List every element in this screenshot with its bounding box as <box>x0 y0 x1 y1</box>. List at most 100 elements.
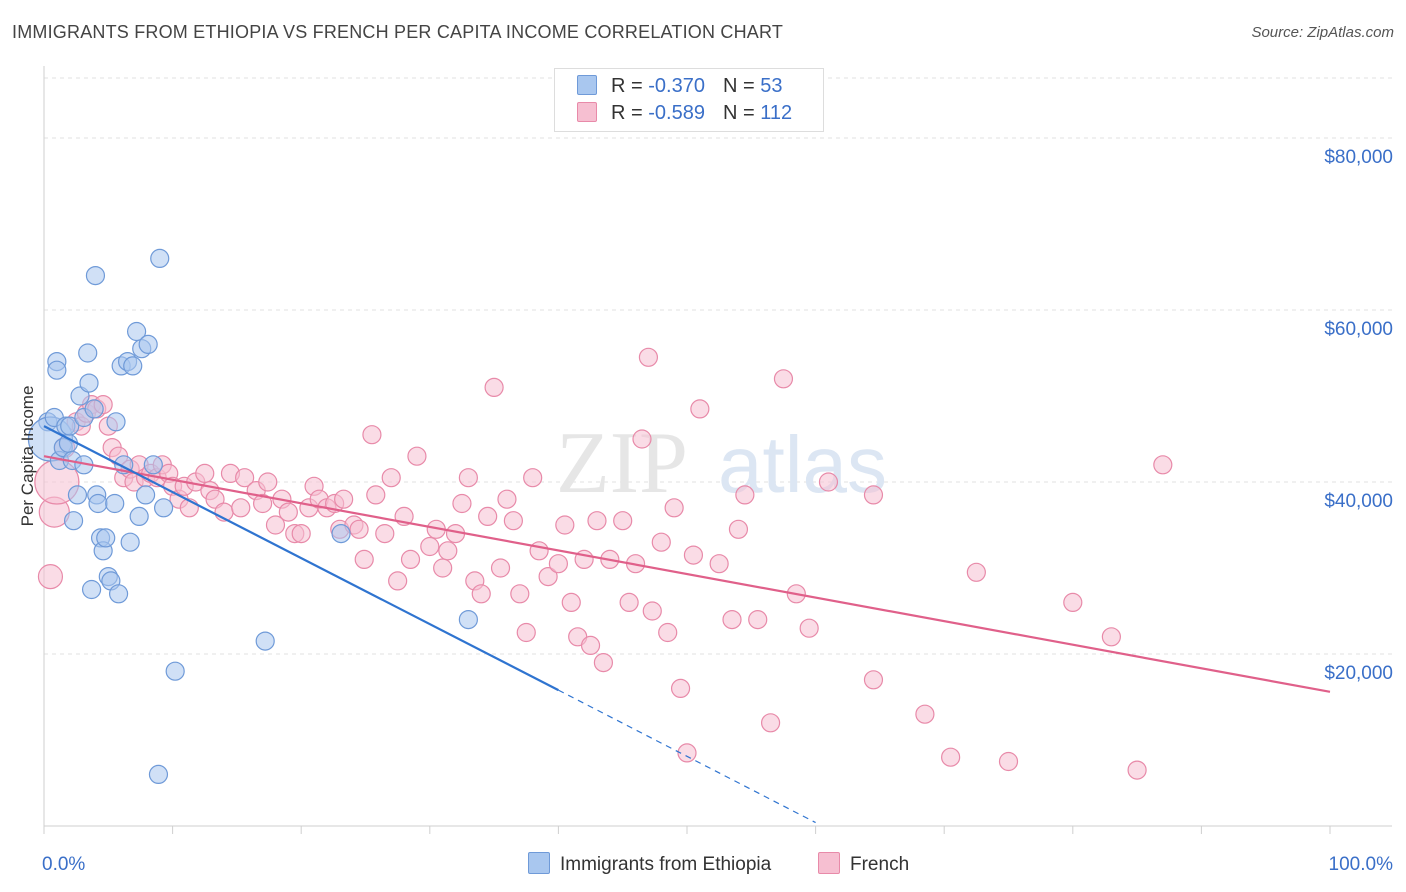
y-tick-label: $60,000 <box>1324 319 1393 340</box>
french-point <box>941 747 961 767</box>
r-label: R = <box>611 102 649 124</box>
french-point <box>658 622 678 643</box>
french-point <box>265 515 286 535</box>
french-point <box>863 485 884 505</box>
french-point <box>555 515 575 535</box>
ethiopia-point <box>120 532 140 552</box>
french-point <box>690 399 710 419</box>
ethiopia-point <box>108 584 129 604</box>
ethiopia-point <box>106 412 126 432</box>
french-point <box>818 472 839 492</box>
french-point <box>915 704 935 724</box>
french-points <box>34 347 1173 780</box>
french-point <box>548 554 569 574</box>
french-point <box>632 429 652 449</box>
source-label: Source: ZipAtlas.com <box>1251 24 1394 41</box>
french-point <box>490 558 511 578</box>
x-tick-label: 100.0% <box>1329 854 1394 875</box>
n-label: N = <box>722 75 761 97</box>
ethiopia-point <box>150 248 170 268</box>
y-tick-label: $80,000 <box>1324 147 1393 168</box>
ethiopia-point <box>331 523 351 544</box>
ethiopia-point <box>458 609 478 630</box>
ethiopia-point <box>105 493 125 514</box>
french-point <box>1153 455 1173 475</box>
french-point <box>670 678 691 699</box>
french-point <box>375 523 395 544</box>
ethiopia-point <box>126 321 147 342</box>
french-point <box>677 743 697 763</box>
ethiopia-point <box>129 506 149 527</box>
chart-title: IMMIGRANTS FROM ETHIOPIA VS FRENCH PER C… <box>12 22 784 42</box>
r-label: R = <box>611 75 649 97</box>
french-point <box>580 635 601 656</box>
bottom-legend-french: French <box>818 852 909 876</box>
french-point <box>664 498 684 518</box>
french-point <box>452 493 472 514</box>
french-point <box>799 618 819 638</box>
legend-row-french: R = -0.589 N = 112 <box>577 102 792 128</box>
french-point <box>529 541 549 561</box>
french-point <box>709 554 729 574</box>
ethiopia-point <box>47 360 67 380</box>
french-point <box>748 609 768 630</box>
french-point <box>334 489 354 509</box>
ethiopia-point <box>79 373 99 393</box>
ethiopia-point <box>143 455 163 475</box>
french-point <box>538 566 558 587</box>
ethiopia-point <box>96 528 116 548</box>
french-point <box>291 523 311 544</box>
french-point <box>195 463 215 483</box>
ethiopia-point <box>153 498 174 518</box>
ethiopia-point <box>58 433 79 453</box>
french-point <box>349 519 369 539</box>
french-point <box>497 489 517 509</box>
french-point <box>478 506 498 527</box>
ethiopia-point <box>165 661 185 681</box>
french-point <box>503 511 523 531</box>
ethiopia-swatch <box>577 75 597 95</box>
y-axis-title: Per Capita Income <box>18 386 37 527</box>
n-value-french: 112 <box>760 102 793 124</box>
watermark: ZIP atlas <box>556 415 887 512</box>
french-point <box>638 347 659 367</box>
french-point <box>407 446 427 466</box>
ethiopia-point <box>138 334 158 354</box>
french-swatch <box>577 102 597 122</box>
french-point <box>1063 592 1083 613</box>
y-tick-label: $20,000 <box>1324 663 1393 684</box>
ethiopia-point <box>78 343 98 363</box>
french-point <box>587 511 607 531</box>
french-point <box>760 713 781 733</box>
french-point <box>420 536 440 557</box>
watermark-zip: ZIP <box>556 415 688 512</box>
trend-lines <box>43 425 1331 824</box>
ethiopia-point <box>60 416 80 436</box>
french-point <box>366 485 386 505</box>
french-point <box>362 425 382 445</box>
french-point <box>1101 627 1121 647</box>
ethiopia-point <box>255 631 275 651</box>
french-trend-line <box>43 455 1331 693</box>
x-tick-label: 0.0% <box>42 854 85 875</box>
ethiopia-trend-line <box>43 425 559 692</box>
french-point <box>354 549 374 570</box>
ethiopia-point <box>67 485 88 505</box>
french-point <box>400 549 421 570</box>
r-value-french: -0.589 <box>648 102 705 124</box>
french-point <box>722 609 742 630</box>
french-point <box>1127 760 1147 780</box>
legend-row-ethiopia: R = -0.370 N = 53 <box>577 75 782 101</box>
ethiopia-points <box>27 248 478 785</box>
axis-labels: $20,000 $40,000 $60,000 $80,000 0.0% 100.0% Pe… <box>18 147 1393 875</box>
french-point <box>458 468 478 488</box>
ethiopia-swatch <box>528 852 550 874</box>
ethiopia-trend-extension <box>558 689 816 824</box>
french-point <box>258 472 278 492</box>
french-point <box>613 511 633 531</box>
french-point <box>863 670 884 690</box>
ethiopia-point <box>84 399 104 419</box>
french-point <box>642 601 662 621</box>
french-point <box>235 468 255 488</box>
